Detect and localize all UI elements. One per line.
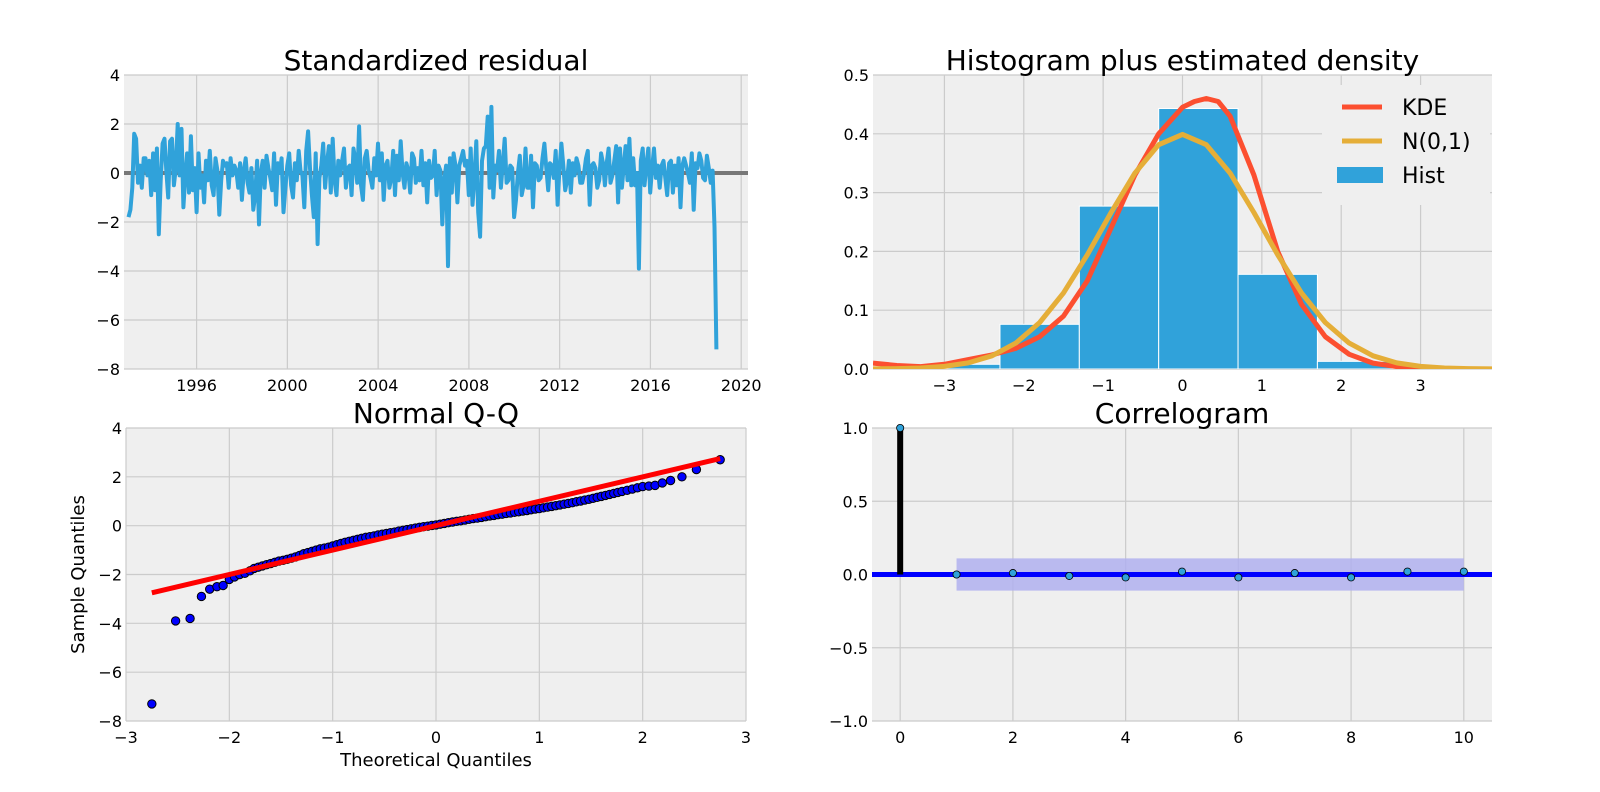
x-tick-label: 0 (1177, 376, 1187, 395)
y-tick-label: 0.1 (844, 301, 869, 320)
normal-curve (873, 131, 1492, 369)
histogram-bars (920, 108, 1398, 369)
y-tick-label: 0 (110, 164, 120, 183)
x-tick-label: 2 (1336, 376, 1346, 395)
y-tick-label: 0.5 (843, 492, 868, 511)
y-tick-label: 0.0 (843, 566, 868, 585)
y-tick-label: 1.0 (843, 419, 868, 438)
x-tick-label: −1 (1091, 376, 1115, 395)
qq-point (657, 478, 667, 488)
plot-content (147, 455, 725, 709)
x-tick-label: −2 (1012, 376, 1036, 395)
x-tick-label: 1 (534, 728, 544, 747)
acf-point (1065, 571, 1074, 580)
y-tick-label: −6 (96, 311, 120, 330)
y-tick-label: 0.5 (844, 66, 869, 85)
y-tick-label: −4 (98, 614, 122, 633)
qq-reference-line (151, 456, 721, 596)
qq-point (665, 475, 676, 486)
y-axis-label: Sample Quantiles (68, 495, 89, 654)
x-tick-label: 2 (1008, 728, 1018, 747)
plot-content (873, 96, 1492, 369)
x-tick-label: 1 (1257, 376, 1267, 395)
y-tick-label: −6 (98, 663, 122, 682)
x-tick-label: −2 (218, 728, 242, 747)
x-tick-label: 6 (1233, 728, 1243, 747)
x-tick-label: 0 (431, 728, 441, 747)
legend-hist-swatch (1337, 167, 1383, 183)
x-axis-label: Theoretical Quantiles (339, 750, 532, 771)
y-tick-label: −2 (98, 566, 122, 585)
x-tick-label: 4 (1121, 728, 1131, 747)
x-tick-label: −1 (321, 728, 345, 747)
y-tick-label: 2 (112, 468, 122, 487)
standardized-residual-plot: 1996 2000 2004 2008 2012 2016 2020 −8 −6 −4 −2 0 2 4 S… (96, 44, 761, 395)
normal-qq-plot: −3 −2 −1 0 1 2 3 −8 −6 −4 −2 0 2 4 Normal Q-Q Theoretic… (68, 397, 751, 771)
chart-title: Standardized residual (284, 44, 589, 77)
residual-series-line (126, 104, 719, 350)
x-tick-label: 2008 (449, 376, 490, 395)
x-tick-label: 2020 (721, 376, 762, 395)
acf-point (1290, 569, 1299, 578)
acf-point (1403, 567, 1412, 576)
y-tick-label: 0.0 (844, 360, 869, 379)
histogram-density-plot: −3 −2 −1 0 1 2 3 0.0 0.1 0.2 0.3 0.4 0.5 Histogram pl… (844, 44, 1492, 395)
x-tick-label: 2016 (630, 376, 671, 395)
x-tick-label: 3 (1415, 376, 1425, 395)
legend-label: KDE (1402, 96, 1447, 121)
qq-point (196, 591, 207, 602)
qq-point (185, 613, 195, 624)
x-tick-label: 3 (741, 728, 751, 747)
y-tick-label: 0 (112, 517, 122, 536)
acf-point (952, 570, 961, 579)
y-tick-label: −0.5 (829, 639, 868, 658)
acf-point (1347, 573, 1356, 582)
y-tick-label: 2 (110, 115, 120, 134)
x-tick-label: −3 (114, 728, 138, 747)
legend: KDE N(0,1) Hist (1322, 85, 1490, 205)
acf-point (1008, 569, 1017, 578)
acf-point (1459, 567, 1468, 576)
y-tick-label: −4 (96, 262, 120, 281)
legend-label: Hist (1402, 164, 1445, 189)
y-tick-label: −2 (96, 213, 120, 232)
qq-point (677, 472, 687, 482)
qq-point (218, 580, 228, 591)
acf-point (1234, 573, 1243, 582)
chart-title: Correlogram (1095, 397, 1269, 430)
correlogram-plot: 0 2 4 6 8 10 −1.0 −0.5 0.0 0.5 1.0 Correlogram (829, 397, 1492, 747)
x-tick-label: −3 (933, 376, 957, 395)
x-tick-label: 1996 (176, 376, 217, 395)
acf-point (1178, 567, 1187, 576)
y-tick-label: 4 (110, 66, 120, 85)
y-tick-label: −1.0 (829, 712, 868, 731)
chart-title: Histogram plus estimated density (946, 44, 1419, 77)
qq-point (147, 699, 157, 709)
x-tick-label: 2012 (539, 376, 580, 395)
grid (124, 74, 748, 370)
x-tick-label: 8 (1346, 728, 1356, 747)
plot-content (124, 104, 748, 350)
histogram-bar (1158, 108, 1239, 369)
x-tick-label: 2000 (267, 376, 308, 395)
legend-label: N(0,1) (1402, 130, 1471, 155)
chart-title: Normal Q-Q (353, 397, 519, 430)
y-tick-label: −8 (98, 712, 122, 731)
histogram-bar (1078, 205, 1160, 369)
x-tick-label: 10 (1454, 728, 1474, 747)
x-tick-label: 2004 (358, 376, 399, 395)
y-tick-label: 0.3 (844, 184, 869, 203)
acf-point (896, 423, 905, 432)
x-tick-label: 2 (638, 728, 648, 747)
acf-markers (896, 423, 1468, 582)
y-tick-label: 4 (112, 419, 122, 438)
histogram-bar (1237, 273, 1318, 369)
y-tick-label: 0.2 (844, 242, 869, 261)
x-tick-label: 0 (895, 728, 905, 747)
acf-point (1121, 573, 1130, 582)
qq-point (170, 616, 181, 626)
y-tick-label: 0.4 (844, 125, 869, 144)
y-tick-label: −8 (96, 360, 120, 379)
